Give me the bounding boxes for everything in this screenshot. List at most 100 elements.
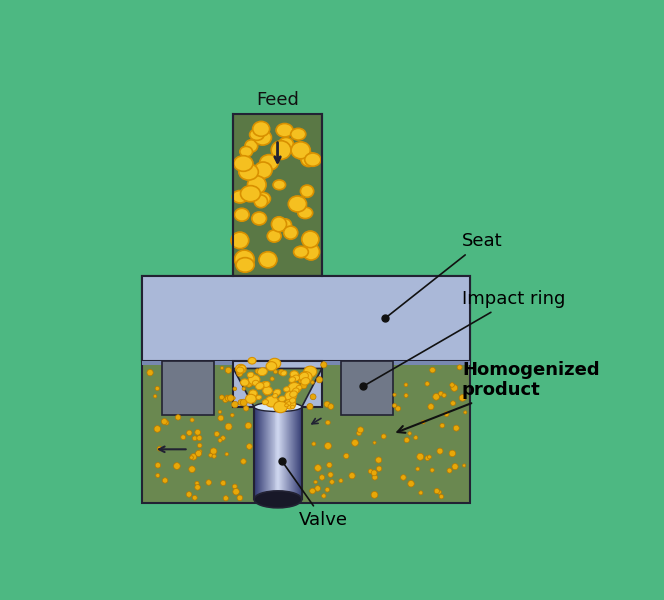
Text: Homogenized
product: Homogenized product	[398, 361, 600, 433]
Circle shape	[321, 494, 326, 498]
Circle shape	[218, 415, 224, 421]
Ellipse shape	[245, 140, 258, 152]
Ellipse shape	[284, 400, 295, 409]
Ellipse shape	[252, 212, 266, 225]
Circle shape	[447, 468, 452, 473]
Ellipse shape	[240, 146, 252, 157]
Ellipse shape	[259, 251, 277, 268]
Bar	[142, 361, 469, 503]
Bar	[266, 407, 267, 499]
Bar	[272, 407, 273, 499]
Bar	[142, 276, 469, 361]
Ellipse shape	[304, 366, 317, 377]
Circle shape	[232, 484, 237, 489]
Bar	[284, 407, 285, 499]
Ellipse shape	[281, 371, 287, 376]
Circle shape	[433, 394, 440, 400]
Bar	[161, 361, 214, 415]
Circle shape	[376, 457, 382, 463]
Circle shape	[425, 456, 430, 461]
Circle shape	[381, 434, 386, 439]
Circle shape	[437, 448, 443, 454]
Circle shape	[311, 380, 314, 384]
Bar	[286, 407, 287, 499]
Circle shape	[156, 473, 160, 478]
Circle shape	[219, 395, 224, 400]
Bar	[142, 361, 469, 365]
Circle shape	[392, 404, 396, 407]
Bar	[268, 407, 269, 499]
Ellipse shape	[279, 396, 286, 402]
Circle shape	[195, 430, 201, 435]
Ellipse shape	[236, 367, 244, 373]
Circle shape	[155, 386, 159, 391]
Circle shape	[404, 394, 408, 397]
Ellipse shape	[268, 230, 281, 242]
Ellipse shape	[290, 398, 295, 403]
Bar	[260, 407, 261, 499]
Bar	[282, 407, 283, 499]
Ellipse shape	[247, 372, 254, 377]
Circle shape	[249, 382, 253, 386]
Ellipse shape	[289, 377, 295, 382]
Circle shape	[305, 370, 309, 373]
Circle shape	[197, 436, 202, 440]
Circle shape	[206, 480, 211, 485]
Circle shape	[165, 421, 169, 425]
Bar	[298, 407, 299, 499]
Circle shape	[450, 383, 454, 387]
Bar	[272, 407, 274, 499]
Ellipse shape	[273, 394, 278, 398]
Bar	[301, 407, 302, 499]
Ellipse shape	[301, 231, 319, 248]
Circle shape	[155, 463, 161, 468]
Ellipse shape	[286, 401, 291, 406]
Bar	[233, 276, 322, 361]
Circle shape	[161, 419, 167, 425]
Ellipse shape	[288, 196, 307, 212]
Circle shape	[414, 436, 418, 440]
Circle shape	[393, 393, 396, 397]
Circle shape	[428, 455, 432, 459]
Bar	[290, 407, 291, 499]
Circle shape	[463, 464, 465, 467]
Bar	[300, 407, 301, 499]
Circle shape	[210, 448, 217, 454]
Circle shape	[396, 406, 400, 411]
Circle shape	[218, 438, 222, 442]
Bar	[233, 361, 322, 407]
Circle shape	[440, 424, 444, 428]
Circle shape	[253, 393, 258, 398]
Ellipse shape	[239, 164, 258, 180]
Circle shape	[153, 395, 157, 398]
Circle shape	[246, 443, 252, 449]
Circle shape	[225, 395, 229, 399]
Circle shape	[230, 413, 234, 417]
Text: Seat: Seat	[387, 232, 503, 317]
Circle shape	[417, 454, 424, 460]
Ellipse shape	[285, 404, 288, 407]
Bar	[267, 407, 268, 499]
Circle shape	[228, 395, 234, 401]
Circle shape	[425, 382, 430, 386]
Circle shape	[327, 463, 332, 468]
Circle shape	[438, 391, 444, 396]
Circle shape	[325, 443, 331, 449]
Circle shape	[371, 491, 378, 498]
Bar	[341, 361, 392, 415]
Circle shape	[357, 427, 363, 433]
Bar	[257, 407, 258, 499]
Circle shape	[314, 480, 317, 484]
Ellipse shape	[254, 130, 272, 145]
Ellipse shape	[242, 188, 255, 200]
Circle shape	[199, 449, 202, 453]
Circle shape	[223, 496, 228, 501]
Circle shape	[357, 431, 361, 436]
Circle shape	[352, 440, 359, 446]
Bar	[289, 407, 290, 499]
Ellipse shape	[296, 385, 302, 390]
Ellipse shape	[256, 383, 264, 389]
Ellipse shape	[246, 394, 256, 403]
Ellipse shape	[261, 382, 270, 389]
Ellipse shape	[305, 153, 321, 166]
